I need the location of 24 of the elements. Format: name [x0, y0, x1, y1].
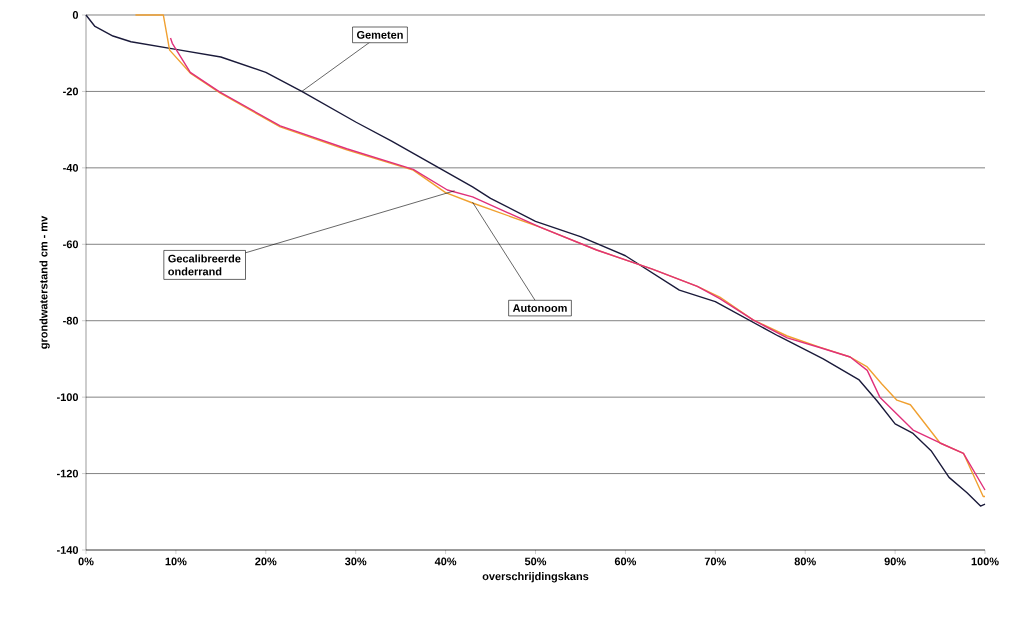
- x-tick-label: 60%: [614, 557, 637, 566]
- y-tick-label: -140: [56, 546, 79, 554]
- x-tick-label: 50%: [524, 557, 547, 566]
- x-axis-title: overschrijdingskans: [482, 572, 589, 583]
- x-tick-label: 80%: [794, 557, 816, 566]
- annotation: Autonoom: [512, 304, 567, 312]
- x-tick-label: 20%: [255, 557, 277, 566]
- y-tick-label: 0: [72, 11, 79, 19]
- y-tick-label: -80: [63, 316, 79, 325]
- y-tick-label: -20: [63, 87, 79, 96]
- annotation: Gemeten: [356, 31, 403, 39]
- y-axis-title: grondwaterstand cm - mv: [39, 215, 50, 349]
- x-tick-label: 10%: [165, 557, 187, 566]
- y-tick-label: -100: [56, 393, 79, 402]
- x-tick-label: 30%: [344, 557, 367, 566]
- x-tick-label: 90%: [884, 557, 906, 566]
- x-tick-label: 100%: [971, 557, 999, 566]
- y-tick-label: -60: [63, 240, 79, 249]
- x-tick-label: 0%: [78, 557, 94, 566]
- y-tick-label: -40: [63, 163, 79, 172]
- annotation: Gecalibreerde onderrand: [168, 254, 241, 276]
- x-tick-label: 40%: [434, 557, 457, 566]
- y-tick-label: -120: [56, 469, 79, 478]
- x-tick-label: 70%: [704, 557, 726, 566]
